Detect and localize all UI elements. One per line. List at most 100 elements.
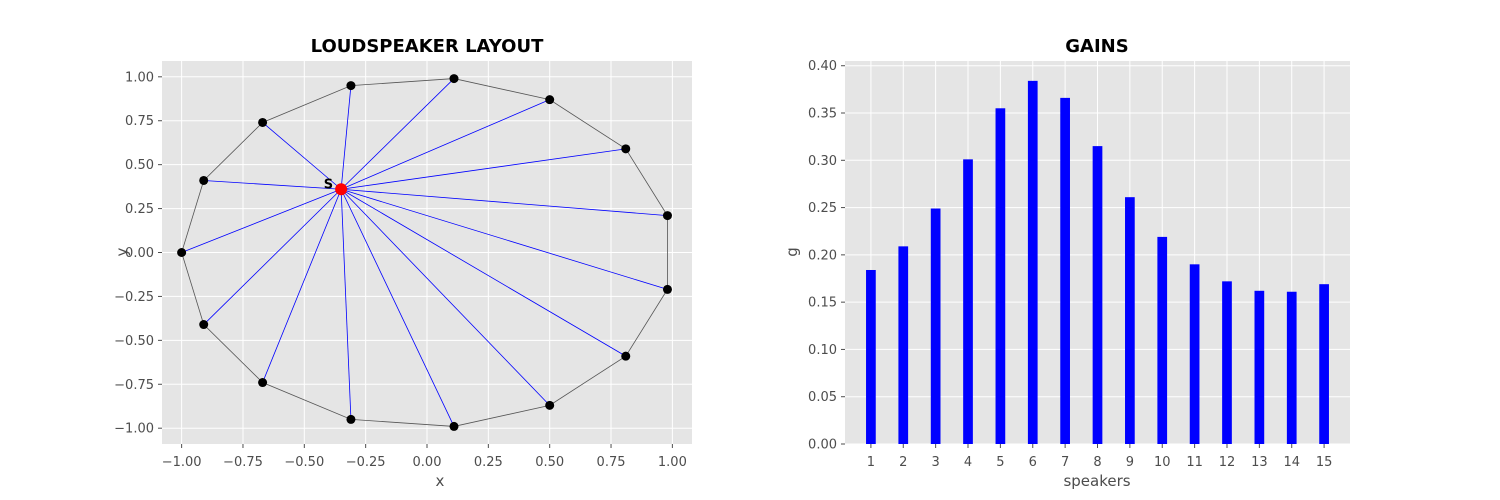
speaker-ring-outline xyxy=(181,78,668,427)
ray-line xyxy=(340,99,550,190)
speaker-point xyxy=(662,211,672,221)
tick-label-x: 0.00 xyxy=(413,455,442,470)
ring-polygon xyxy=(181,78,668,427)
tick-label-y: 0.30 xyxy=(808,154,837,169)
tick-label-y: 0.50 xyxy=(125,158,154,173)
ray-line xyxy=(203,188,342,325)
tick-label-y: 0.75 xyxy=(125,114,154,129)
ray-line xyxy=(262,189,342,383)
ray-line xyxy=(340,189,455,427)
speaker-point xyxy=(177,248,187,257)
tick-label-x: 11 xyxy=(1186,455,1203,470)
source-point xyxy=(335,183,348,196)
tick-label-y: 0.00 xyxy=(125,246,154,261)
ray-line xyxy=(341,188,668,290)
speaker-point xyxy=(199,320,209,330)
speaker-point xyxy=(449,421,459,431)
tick-label-y: −0.50 xyxy=(114,334,154,349)
tick-label-x: 7 xyxy=(1061,455,1069,470)
tick-label-y: 0.35 xyxy=(808,107,837,122)
layout-grid xyxy=(162,61,692,444)
ray-line xyxy=(341,148,626,190)
tick-label-x: 5 xyxy=(996,455,1004,470)
tick-label-y: 0.40 xyxy=(808,59,837,74)
tick-label-y: −0.25 xyxy=(114,290,154,305)
speaker-point xyxy=(545,95,555,105)
speaker-point xyxy=(662,284,672,294)
tick-label-x: 9 xyxy=(1126,455,1134,470)
ray-line xyxy=(340,188,626,357)
gain-bar xyxy=(1286,291,1297,444)
tick-label-y: 0.20 xyxy=(808,248,837,263)
tick-label-x: 13 xyxy=(1251,455,1268,470)
speaker-point xyxy=(199,175,209,185)
tick-label-x: −0.50 xyxy=(284,455,324,470)
gains-y-ticks: 0.00 0.05 0.10 0.15 0.20 0.25 0.30 0.35 0.40 xyxy=(808,59,845,453)
speaker-point xyxy=(621,144,631,154)
gains-x-axis-label: speakers xyxy=(1063,472,1130,490)
speaker-point xyxy=(258,117,268,127)
gain-bar xyxy=(1319,284,1329,444)
speaker-point xyxy=(621,351,631,361)
gain-bar xyxy=(898,246,909,444)
source-label: S xyxy=(324,177,333,192)
ray-line xyxy=(340,189,352,420)
gain-bar xyxy=(1222,281,1232,444)
layout-x-axis-label: x xyxy=(436,472,445,490)
tick-label-x: 15 xyxy=(1316,455,1333,470)
tick-label-y: −1.00 xyxy=(114,422,154,437)
ray-line xyxy=(341,188,668,217)
speaker-point xyxy=(346,81,356,91)
gains-title: GAINS xyxy=(1065,36,1128,57)
tick-label-x: −0.25 xyxy=(346,455,386,470)
tick-label-y: 0.00 xyxy=(808,438,837,453)
ray-line xyxy=(340,78,455,190)
tick-label-y: 0.25 xyxy=(125,202,154,217)
tick-label-x: 0.25 xyxy=(474,455,503,470)
ray-line xyxy=(203,180,342,190)
speaker-point xyxy=(258,378,268,388)
gain-bar xyxy=(1060,97,1070,445)
tick-label-x: 14 xyxy=(1283,455,1300,470)
ray-line xyxy=(340,85,352,190)
ray-line xyxy=(262,122,342,190)
gains-y-axis-label: g xyxy=(783,247,801,257)
tick-label-y: 0.15 xyxy=(808,296,837,311)
gain-bar xyxy=(866,269,876,444)
gain-bars xyxy=(866,80,1329,445)
layout-title: LOUDSPEAKER LAYOUT xyxy=(311,36,544,57)
speaker-point xyxy=(346,414,356,424)
gain-bar xyxy=(1125,197,1135,444)
tick-label-x: 3 xyxy=(932,455,940,470)
layout-y-ticks: −1.00 −0.75 −0.50 −0.25 0.00 0.25 0.50 0.75 1.00 xyxy=(114,70,162,437)
tick-label-y: 0.05 xyxy=(808,390,837,405)
gains-chart: 1 2 3 4 5 6 7 8 9 10 11 12 13 14 15 0.000.050.100.150.… xyxy=(783,36,1350,490)
tick-label-x: 0.75 xyxy=(597,455,626,470)
tick-label-x: −0.75 xyxy=(223,455,263,470)
tick-label-y: −0.75 xyxy=(114,378,154,393)
tick-label-x: 0.50 xyxy=(535,455,564,470)
speaker-point xyxy=(449,74,459,84)
gain-bar xyxy=(1092,146,1103,444)
gains-x-ticks: 1 2 3 4 5 6 7 8 9 10 11 12 13 14 15 xyxy=(867,444,1333,470)
gain-bar xyxy=(930,208,941,444)
gain-bar xyxy=(963,159,973,444)
tick-label-y: 1.00 xyxy=(125,70,154,85)
tick-label-y: 0.10 xyxy=(808,343,837,358)
tick-label-x: 8 xyxy=(1093,455,1101,470)
gain-bar xyxy=(1157,236,1168,444)
tick-label-x: 1.00 xyxy=(658,455,687,470)
layout-y-axis-label: y xyxy=(113,247,131,256)
ray-line xyxy=(181,188,342,253)
layout-x-ticks: −1.00 −0.75 −0.50 −0.25 0.00 0.25 0.50 0.75 1.00 xyxy=(162,444,687,470)
tick-label-x: 1 xyxy=(867,455,875,470)
tick-label-y: 0.25 xyxy=(808,201,837,216)
speaker-points: S xyxy=(177,74,672,431)
source-rays xyxy=(181,78,668,427)
tick-label-x: 4 xyxy=(964,455,972,470)
speaker-point xyxy=(545,400,555,410)
gain-bar xyxy=(1027,80,1038,445)
tick-label-x: −1.00 xyxy=(162,455,202,470)
gain-bar xyxy=(1254,290,1265,444)
